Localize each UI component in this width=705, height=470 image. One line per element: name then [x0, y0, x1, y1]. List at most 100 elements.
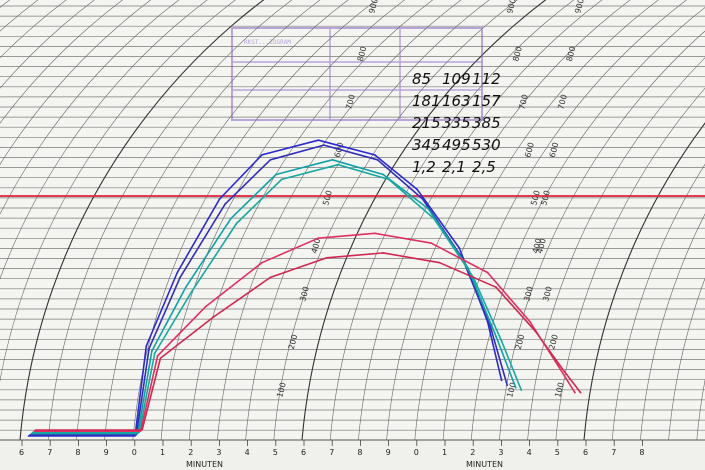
bottom-tick-label: 3	[216, 448, 221, 457]
handwritten-value: 181	[412, 92, 441, 110]
bottom-tick-label: 4	[245, 448, 250, 457]
radial-label: 400	[310, 237, 323, 254]
bottom-tick-label: 7	[329, 448, 334, 457]
series-point	[427, 207, 430, 210]
grid-arc	[611, 163, 705, 441]
grid-arc	[329, 0, 575, 441]
series-point	[373, 154, 376, 156]
stamp-label: RKST...ZOGRAM	[244, 39, 291, 46]
chart-grid	[0, 5, 705, 431]
grid-arc	[527, 57, 705, 441]
series-point	[261, 154, 263, 156]
series-point	[373, 232, 376, 235]
series-point	[574, 391, 576, 394]
axis-label-minuten-1: MINUTEN	[186, 460, 223, 469]
series-point	[382, 252, 385, 254]
axis-label-minuten-2: MINUTEN	[466, 460, 503, 469]
grid-arc	[0, 0, 22, 440]
grid-arc	[0, 0, 78, 440]
grid-arc	[0, 0, 236, 383]
series-point	[275, 173, 277, 176]
series-point	[416, 188, 418, 191]
series-point	[387, 178, 390, 181]
series-point	[528, 320, 531, 323]
series-point	[148, 347, 151, 350]
radial-label: 800	[356, 45, 369, 62]
radial-label: 900	[573, 0, 586, 15]
radial-label: 500	[539, 189, 552, 206]
grid-arc	[470, 7, 705, 441]
grid-arc	[160, 0, 406, 441]
series-point	[213, 315, 215, 318]
series-point	[151, 350, 153, 352]
grid-arc	[442, 0, 688, 441]
series-point	[156, 354, 159, 357]
bottom-tick-label: 3	[498, 448, 503, 457]
series-point	[557, 364, 559, 367]
radial-label: 500	[529, 189, 542, 206]
grid-arc	[358, 0, 603, 441]
series-point	[579, 391, 582, 394]
radial-label: 300	[298, 285, 311, 302]
bottom-tick-label: 6	[583, 448, 588, 457]
radial-label: 300	[541, 285, 554, 302]
bottom-strip	[0, 440, 705, 470]
grid-arc	[555, 87, 705, 441]
grid-arc	[0, 0, 152, 165]
series-point	[514, 386, 517, 389]
bottom-tick-label: 6	[301, 448, 306, 457]
series-point	[433, 217, 435, 220]
series-point	[421, 198, 424, 200]
radial-label: 900	[505, 0, 518, 15]
handwritten-value: 530	[472, 136, 501, 154]
bottom-tick-label: 7	[47, 448, 52, 457]
radial-labels: 100 200 300 400 500 600 700 800 900 100 200 300 400 5…	[275, 0, 586, 399]
series-point	[430, 242, 432, 245]
radial-label: 200	[547, 333, 560, 350]
radial-label: 800	[565, 45, 578, 62]
grid-arc	[696, 378, 705, 441]
series-point	[495, 286, 497, 289]
bottom-tick-label: 6	[19, 448, 24, 457]
radial-label: 200	[514, 333, 527, 350]
series-point	[325, 256, 328, 259]
bottom-tick-label: 1	[160, 448, 165, 457]
bottom-tick-label: 5	[273, 448, 278, 457]
grid-arc	[0, 0, 180, 215]
bottom-tick-label: 2	[188, 448, 193, 457]
handwritten-value: 85	[412, 70, 431, 88]
grid-arc	[47, 0, 293, 441]
series-point	[489, 325, 492, 328]
radial-label: 100	[553, 381, 566, 398]
series-point	[159, 357, 162, 360]
series-point	[190, 291, 193, 293]
series-point	[486, 271, 489, 274]
grid-arc	[386, 0, 631, 441]
grid-arc	[640, 213, 705, 441]
radial-label: 700	[517, 93, 530, 110]
grid-arc	[414, 0, 659, 441]
grid-arc	[0, 0, 208, 280]
series-line	[30, 159, 517, 435]
series-line	[34, 252, 582, 431]
series-point	[230, 217, 232, 220]
handwritten-value: 157	[472, 92, 501, 110]
grid-arc	[132, 0, 377, 441]
series-point	[184, 286, 187, 289]
series-point	[520, 389, 523, 391]
bottom-tick-label: 4	[527, 448, 532, 457]
radial-label: 400	[535, 237, 548, 254]
series-point	[176, 271, 179, 274]
handwritten-value: 2,5	[472, 158, 496, 176]
radial-label: 800	[511, 45, 524, 62]
radial-label: 700	[556, 93, 569, 110]
series-line	[33, 232, 576, 432]
series-point	[382, 173, 385, 176]
radial-label: 500	[321, 189, 334, 206]
handwritten-value: 163	[442, 92, 471, 110]
radial-label: 400	[531, 237, 544, 254]
handwritten-value: 385	[472, 114, 501, 132]
series-point	[204, 305, 207, 308]
bottom-tick-label: 0	[132, 448, 137, 457]
